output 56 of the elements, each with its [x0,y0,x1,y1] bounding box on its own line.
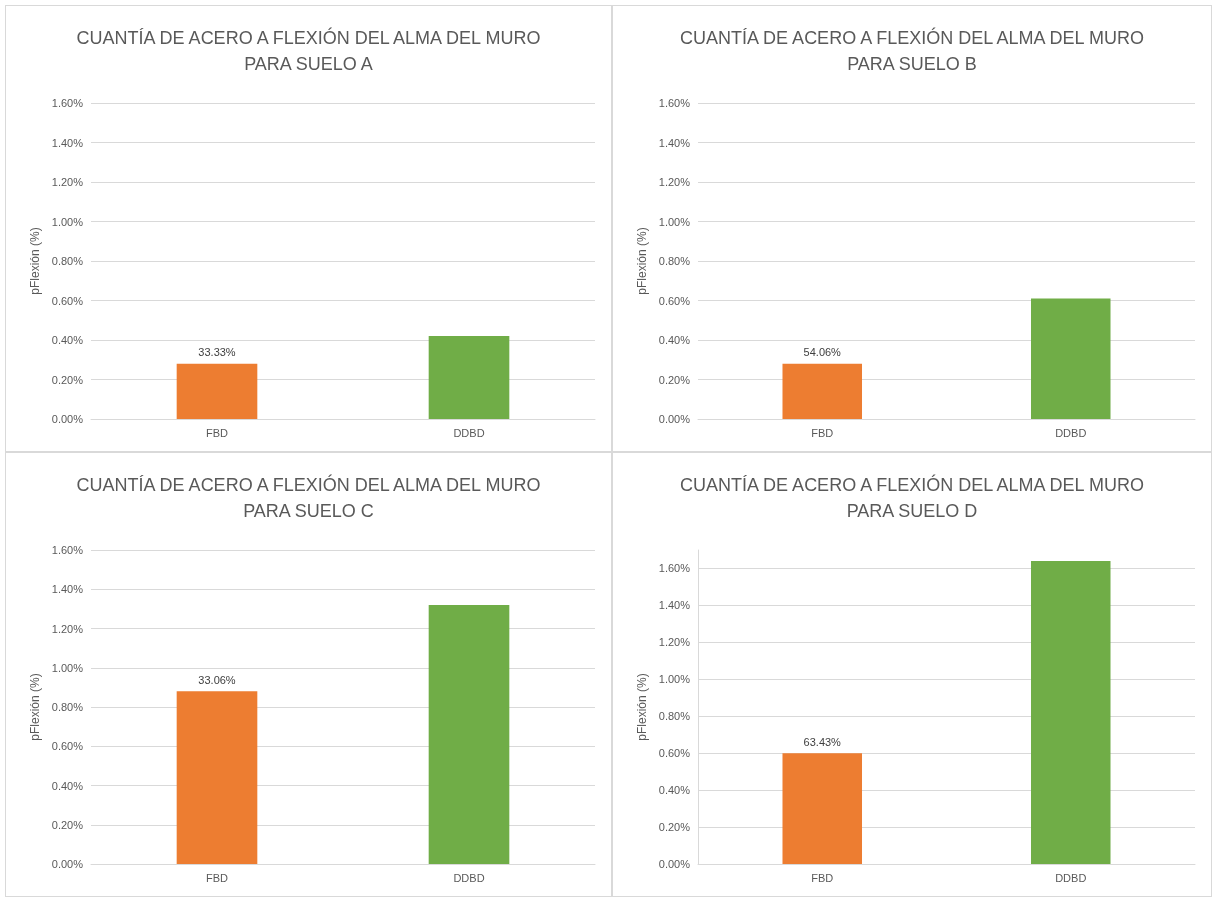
y-tick-label: 1.00% [658,215,691,228]
y-tick-label: 0.20% [658,821,691,834]
y-tick-label: 0.60% [658,294,691,307]
y-tick-label: 0.20% [658,373,691,386]
y-tick-label: 0.80% [658,710,691,723]
y-tick-label: 0.00% [51,858,84,870]
y-tick-label: 1.60% [658,97,691,109]
annotation: 54.06% [803,346,842,359]
y-tick-label: 0.40% [658,334,691,346]
y-tick-label: 1.60% [51,97,84,109]
chart-title: CUANTÍA DE ACERO A FLEXIÓN DEL ALMA DEL MURO PARA SUELO B [680,27,1144,74]
y-tick-label: 0.80% [658,255,691,267]
x-tick-label: DDBD [1055,426,1087,439]
y-tick-label: 0.80% [51,701,84,713]
y-axis-title: pFlexión (%) [27,227,42,295]
x-tick-label: FBD [206,871,229,884]
y-tick-label: 0.60% [658,747,691,760]
annotation: 63.43% [803,735,842,748]
annotation: 33.06% [198,673,236,686]
y-axis-title: pFlexión (%) [27,673,42,741]
y-tick-label: 1.00% [658,673,691,686]
chart-title: CUANTÍA DE ACERO A FLEXIÓN DEL ALMA DEL MURO PARA SUELO D [680,474,1144,521]
y-tick-label: 0.20% [51,373,84,386]
y-tick-label: 1.40% [51,583,84,596]
y-tick-label: 0.40% [658,784,691,797]
y-axis-title: pFlexión (%) [634,673,649,741]
y-tick-label: 1.40% [51,136,84,149]
y-tick-label: 1.00% [51,215,84,228]
y-tick-label: 0.80% [51,255,84,267]
y-tick-label: 0.40% [51,334,84,346]
y-tick-label: 0.60% [51,294,84,307]
y-tick-label: 0.60% [51,740,84,753]
y-tick-label: 1.40% [658,136,691,149]
y-tick-label: 1.60% [51,544,84,556]
x-tick-label: FBD [811,871,834,884]
x-tick-label: FBD [811,426,834,439]
annotation: 33.33% [198,346,236,359]
y-tick-label: 1.20% [658,636,691,649]
y-tick-label: 1.20% [51,622,84,635]
y-tick-label: 1.00% [51,661,84,674]
x-tick-label: FBD [206,426,229,439]
y-tick-label: 1.20% [658,176,691,188]
chart-title: CUANTÍA DE ACERO A FLEXIÓN DEL ALMA DEL MURO PARA SUELO C [76,474,541,521]
chart-title: CUANTÍA DE ACERO A FLEXIÓN DEL ALMA DEL MURO PARA SUELO A [76,27,541,74]
y-tick-label: 0.40% [51,779,84,792]
x-tick-label: DDBD [453,426,485,439]
y-tick-label: 0.00% [658,413,691,425]
x-tick-label: DDBD [1055,871,1087,884]
y-tick-label: 0.20% [51,818,84,831]
y-tick-label: 0.00% [658,858,691,870]
y-tick-label: 0.00% [51,413,84,425]
x-tick-label: DDBD [453,871,485,884]
y-tick-label: 1.60% [658,562,691,575]
y-tick-label: 1.40% [658,599,691,612]
y-axis-title: pFlexión (%) [634,227,649,295]
y-tick-label: 1.20% [51,176,84,188]
